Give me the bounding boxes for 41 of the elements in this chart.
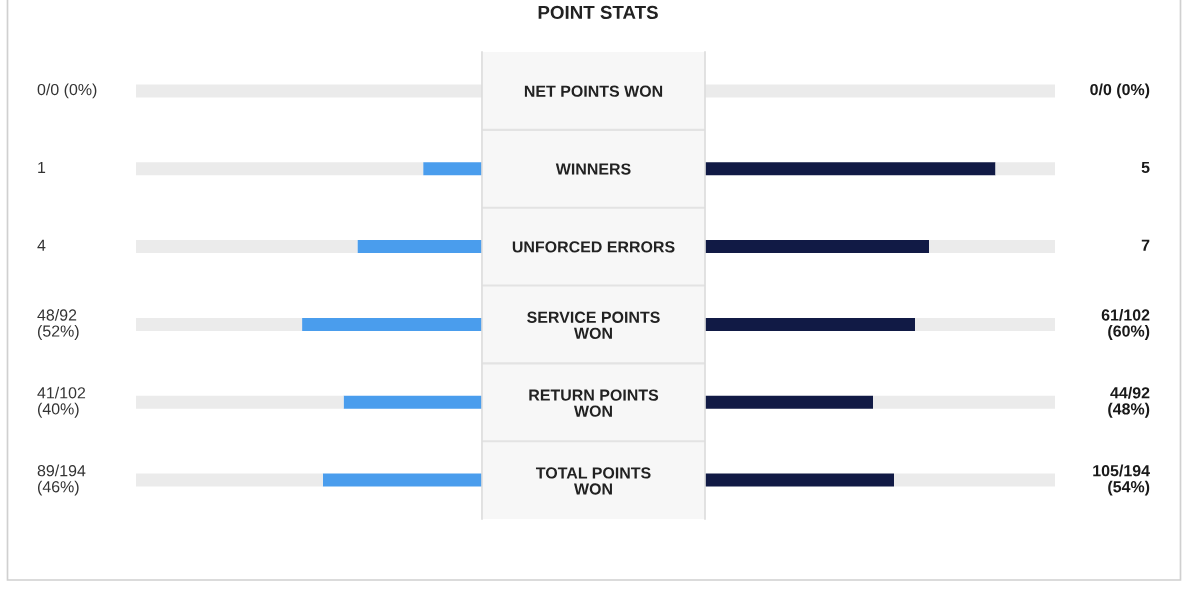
bar — [995, 162, 1055, 176]
text: 61/102 (60%) — [1101, 308, 1150, 340]
y-tick-label: WINNERS — [555, 163, 631, 175]
bar — [136, 395, 344, 409]
bar — [705, 317, 915, 331]
bar — [873, 395, 1055, 409]
bar — [357, 240, 482, 254]
text: 89/194 (46%) — [37, 464, 86, 496]
text: 4 — [37, 239, 46, 251]
text: 5 — [1141, 161, 1150, 174]
bar — [705, 473, 894, 487]
bar — [322, 473, 482, 487]
y-tick-label: UNFORCED ERRORS — [512, 241, 675, 253]
bar — [915, 317, 1055, 331]
text: 7 — [1141, 239, 1150, 251]
bar — [136, 240, 358, 254]
bar — [705, 84, 1055, 98]
y-tick-label: TOTAL POINTS WON — [535, 467, 651, 495]
bar — [302, 317, 482, 331]
text: 44/92 (48%) — [1108, 386, 1150, 418]
bar — [894, 473, 1055, 487]
text: 48/92 (52%) — [37, 308, 79, 340]
bar — [423, 162, 482, 176]
y-tick-label: SERVICE POINTS WON — [527, 311, 660, 339]
text: 0/0 (0%) — [37, 83, 97, 99]
text: POINT STATS — [538, 5, 658, 20]
text: 1 — [38, 161, 46, 173]
y-tick-label: NET POINTS WON — [524, 85, 663, 97]
bar — [929, 240, 1055, 254]
bar — [136, 317, 303, 331]
bar — [705, 162, 996, 176]
text: 105/194 (54%) — [1093, 464, 1150, 496]
y-tick-label: RETURN POINTS WON — [529, 389, 659, 417]
bar — [343, 395, 482, 409]
text: 41/102 (40%) — [37, 386, 86, 418]
text: 0/0 (0%) — [1090, 83, 1150, 99]
bar — [136, 84, 482, 98]
bar — [136, 162, 424, 176]
bar — [705, 395, 873, 409]
bar — [705, 240, 929, 254]
bar — [136, 473, 323, 487]
